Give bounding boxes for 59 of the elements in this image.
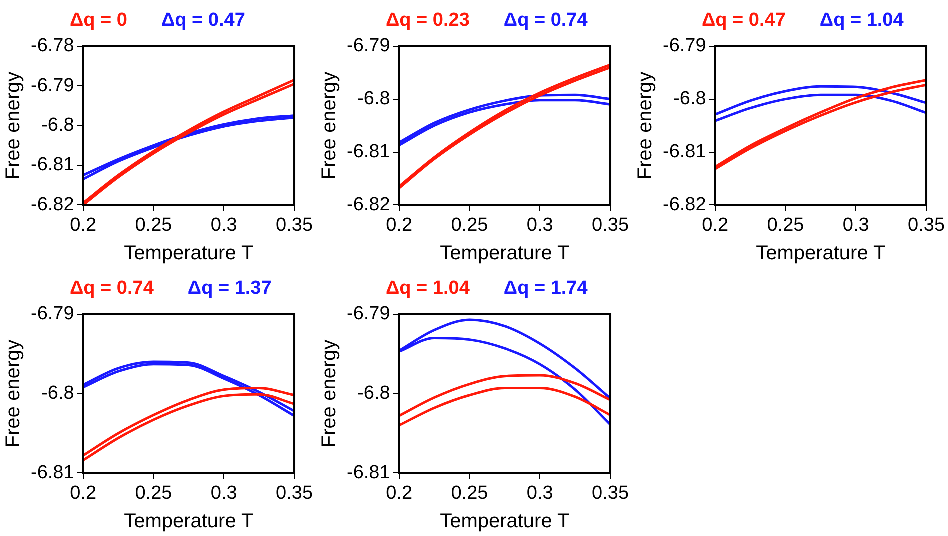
y-tick-label: -6.79	[346, 304, 390, 325]
x-tick-label: 0.3	[210, 482, 238, 504]
y-tick-label: -6.82	[346, 194, 390, 216]
text: Δq = 0.47	[702, 10, 786, 32]
x-tick-label: 0.2	[70, 214, 97, 236]
y-tick-label: -6.8	[358, 383, 390, 404]
text: Δq = 1.37	[188, 278, 272, 300]
y-tick-label: -6.8	[42, 115, 74, 136]
y-axis-title: Free energy	[2, 340, 25, 448]
y-tick-label: -6.81	[346, 462, 390, 484]
y-tick-label: -6.81	[30, 154, 74, 176]
text: Δq = 1.04	[386, 278, 470, 300]
x-tick-label: 0.3	[526, 214, 554, 236]
text: Δq = 0.47	[161, 10, 246, 32]
y-axis-title: Free energy	[318, 72, 341, 180]
x-tick-label: 0.25	[451, 482, 488, 504]
x-tick-label: 0.25	[451, 214, 488, 236]
series-label: Δq = 1.74	[504, 278, 588, 300]
text: Δq = 0.23	[386, 10, 470, 32]
x-axis-title: Temperature T	[756, 242, 886, 265]
text: Δq = 0	[70, 10, 128, 32]
y-tick-label: -6.81	[662, 142, 706, 162]
y-tick-label: -6.79	[30, 304, 74, 325]
x-axis-title: Temperature T	[440, 242, 570, 265]
x-tick-label: 0.3	[842, 214, 870, 236]
y-tick-label: -6.82	[662, 194, 706, 216]
x-tick-label: 0.25	[135, 214, 172, 236]
x-tick-label: 0.25	[135, 482, 172, 504]
y-tick-label: -6.8	[358, 88, 390, 110]
y-tick-label: -6.79	[30, 75, 74, 96]
text: Δq = 0.74	[504, 10, 588, 32]
x-tick-label: 0.2	[702, 214, 729, 236]
x-tick-label: 0.2	[70, 482, 97, 504]
y-tick-label: -6.8	[42, 383, 74, 404]
x-tick-label: 0.3	[526, 482, 554, 504]
x-tick-label: 0.2	[386, 482, 413, 504]
y-tick-label: -6.79	[662, 36, 706, 57]
text: Δq = 1.04	[820, 10, 904, 32]
x-tick-label: 0.35	[592, 482, 629, 504]
x-tick-label: 0.2	[386, 214, 413, 236]
y-tick-label: -6.82	[30, 194, 74, 216]
x-axis-title: Temperature T	[440, 510, 570, 533]
y-tick-label: -6.8	[674, 88, 706, 110]
y-tick-label: -6.81	[30, 462, 74, 484]
x-tick-label: 0.35	[592, 214, 629, 236]
x-tick-label: 0.35	[908, 214, 945, 236]
x-tick-label: 0.35	[276, 482, 313, 504]
x-axis-title: Temperature T	[124, 510, 254, 533]
x-tick-label: 0.35	[276, 214, 313, 236]
y-axis-title: Free energy	[2, 72, 25, 180]
x-axis-title: Temperature T	[124, 242, 254, 265]
y-axis-title: Free energy	[634, 72, 657, 180]
y-tick-label: -6.81	[346, 142, 390, 162]
y-axis-title: Free energy	[318, 340, 341, 448]
y-tick-label: -6.79	[346, 36, 390, 57]
text: Δq = 0.74	[70, 278, 154, 300]
y-tick-label: -6.78	[30, 36, 74, 57]
x-tick-label: 0.3	[210, 214, 238, 236]
x-tick-label: 0.25	[767, 214, 804, 236]
